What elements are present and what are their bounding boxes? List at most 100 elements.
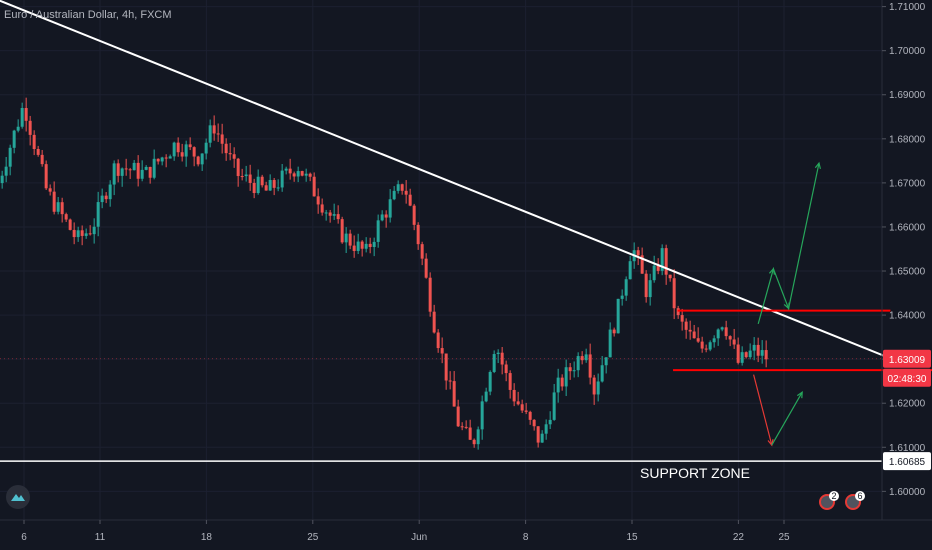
candle-body	[488, 371, 492, 392]
time-axis[interactable]: 6 11 18 25 Jun 8 15 22 25	[21, 520, 790, 543]
y-tick-label: 1.64000	[889, 311, 926, 322]
candle-body	[140, 169, 144, 179]
y-tick-label: 1.71000	[889, 2, 926, 13]
candle-body	[132, 162, 136, 171]
candle-body	[136, 162, 140, 179]
candle-body	[648, 280, 652, 298]
candle-body	[408, 194, 412, 206]
x-tick-label: 6	[21, 532, 27, 543]
candle-body	[228, 153, 232, 155]
candle-body	[668, 274, 672, 279]
candle-body	[392, 190, 396, 200]
candle-body	[96, 202, 100, 227]
candle-body	[396, 184, 400, 191]
candle-body	[552, 392, 556, 420]
candle-body	[292, 173, 296, 177]
candle-body	[388, 199, 392, 218]
countdown-value: 02:48:30	[888, 374, 927, 385]
current-price-value: 1.63009	[889, 355, 926, 366]
candle-body	[556, 377, 560, 393]
candles	[0, 97, 768, 450]
bull-scenario-arrow	[757, 162, 820, 325]
idea-badge-icon[interactable]: 6	[845, 491, 865, 510]
x-tick-label: 11	[95, 532, 106, 543]
candle-body	[484, 391, 488, 402]
candle-body	[428, 277, 432, 312]
candle-body	[36, 148, 40, 155]
candle-body	[680, 315, 684, 322]
candle-body	[400, 184, 404, 191]
bull-scenario-arrow-head	[814, 161, 821, 170]
candle-body	[208, 125, 212, 143]
candle-body	[640, 255, 644, 274]
candle-body	[44, 164, 48, 189]
candle-body	[728, 336, 732, 340]
candle-body	[752, 344, 756, 351]
candle-body	[268, 180, 272, 191]
candle-body	[524, 410, 528, 412]
candle-body	[612, 329, 616, 334]
candle-body	[540, 433, 544, 443]
support-price-value: 1.60685	[889, 457, 926, 468]
candle-body	[544, 424, 548, 434]
candle-body	[476, 429, 480, 445]
candle-body	[256, 176, 260, 194]
candle-body	[240, 176, 244, 178]
candle-body	[652, 265, 656, 281]
candle-body	[700, 341, 704, 349]
candle-body	[216, 133, 220, 135]
candle-body	[304, 173, 308, 176]
candle-body	[340, 219, 344, 243]
tradingview-logo-icon[interactable]	[6, 485, 30, 509]
price-tags: 1.63009 02:48:30 1.60685	[0, 349, 931, 471]
candle-body	[616, 298, 620, 334]
candle-body	[596, 381, 600, 395]
idea-badge-icon[interactable]: 2	[819, 491, 839, 510]
candle-body	[592, 377, 596, 395]
candle-body	[184, 144, 188, 157]
y-tick-label: 1.67000	[889, 178, 926, 189]
x-tick-label: 8	[523, 532, 529, 543]
candle-body	[444, 353, 448, 381]
candle-body	[56, 202, 60, 212]
candle-body	[248, 174, 252, 183]
candle-body	[504, 364, 508, 374]
candle-body	[404, 190, 408, 195]
symbol-title: Euro / Australian Dollar, 4h, FXCM	[4, 9, 172, 21]
candle-body	[756, 344, 760, 356]
candle-body	[656, 265, 660, 271]
candle-body	[124, 168, 128, 170]
candle-body	[384, 214, 388, 218]
candle-body	[224, 143, 228, 154]
candle-body	[440, 348, 444, 354]
candle-body	[708, 342, 712, 350]
rebound-scenario-arrow	[771, 391, 803, 446]
candle-body	[532, 419, 536, 427]
candle-body	[116, 163, 120, 176]
candle-body	[460, 426, 464, 428]
candle-body	[8, 147, 12, 167]
candle-body	[0, 175, 4, 184]
candle-body	[732, 339, 736, 345]
bear-scenario-arrow	[753, 374, 773, 446]
bull-scenario-arrow-head	[768, 267, 775, 275]
candle-body	[456, 406, 460, 427]
candle-body	[516, 401, 520, 405]
candle-body	[104, 195, 108, 200]
x-tick-label: 18	[201, 532, 213, 543]
candle-body	[688, 329, 692, 332]
candle-body	[324, 212, 328, 214]
candle-body	[608, 329, 612, 358]
candle-body	[72, 229, 76, 238]
candle-body	[344, 233, 348, 243]
candle-body	[352, 245, 356, 251]
candle-body	[204, 142, 208, 154]
y-tick-label: 1.69000	[889, 90, 926, 101]
candle-body	[40, 154, 44, 165]
candle-body	[288, 168, 292, 174]
candle-body	[736, 344, 740, 363]
candle-body	[108, 184, 112, 200]
candle-body	[560, 377, 564, 387]
x-tick-label: Jun	[411, 532, 427, 543]
